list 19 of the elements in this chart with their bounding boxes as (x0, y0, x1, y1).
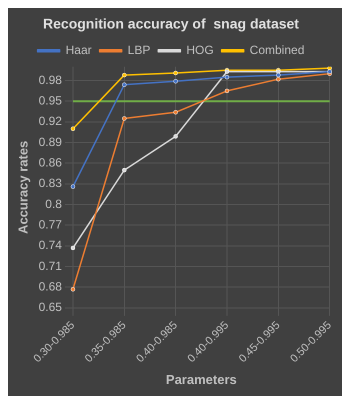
legend-label: Haar (66, 43, 92, 58)
chart-title: Recognition accuracy of snag dataset (43, 15, 300, 32)
y-tick-label: 0.92 (38, 114, 62, 128)
y-tick-label: 0.8 (45, 196, 62, 211)
x-axis-title: Parameters (166, 372, 237, 387)
y-tick-label: 0.98 (38, 72, 62, 87)
y-tick-label: 0.71 (38, 258, 62, 273)
y-tick-label: 0.83 (38, 176, 62, 190)
legend-label: LBP (128, 43, 150, 58)
y-tick-label: 0.86 (38, 156, 62, 170)
y-tick-label: 0.68 (38, 280, 62, 294)
y-axis-title: Accuracy rates (15, 140, 30, 234)
y-tick-label: 0.74 (38, 238, 62, 252)
y-tick-label: 0.77 (38, 218, 62, 232)
y-tick-label: 0.95 (38, 94, 62, 108)
y-tick-label: 0.65 (38, 300, 62, 314)
legend-label: HOG (186, 43, 214, 58)
legend-label: Combined (250, 43, 304, 58)
y-tick-label: 0.89 (38, 134, 62, 149)
